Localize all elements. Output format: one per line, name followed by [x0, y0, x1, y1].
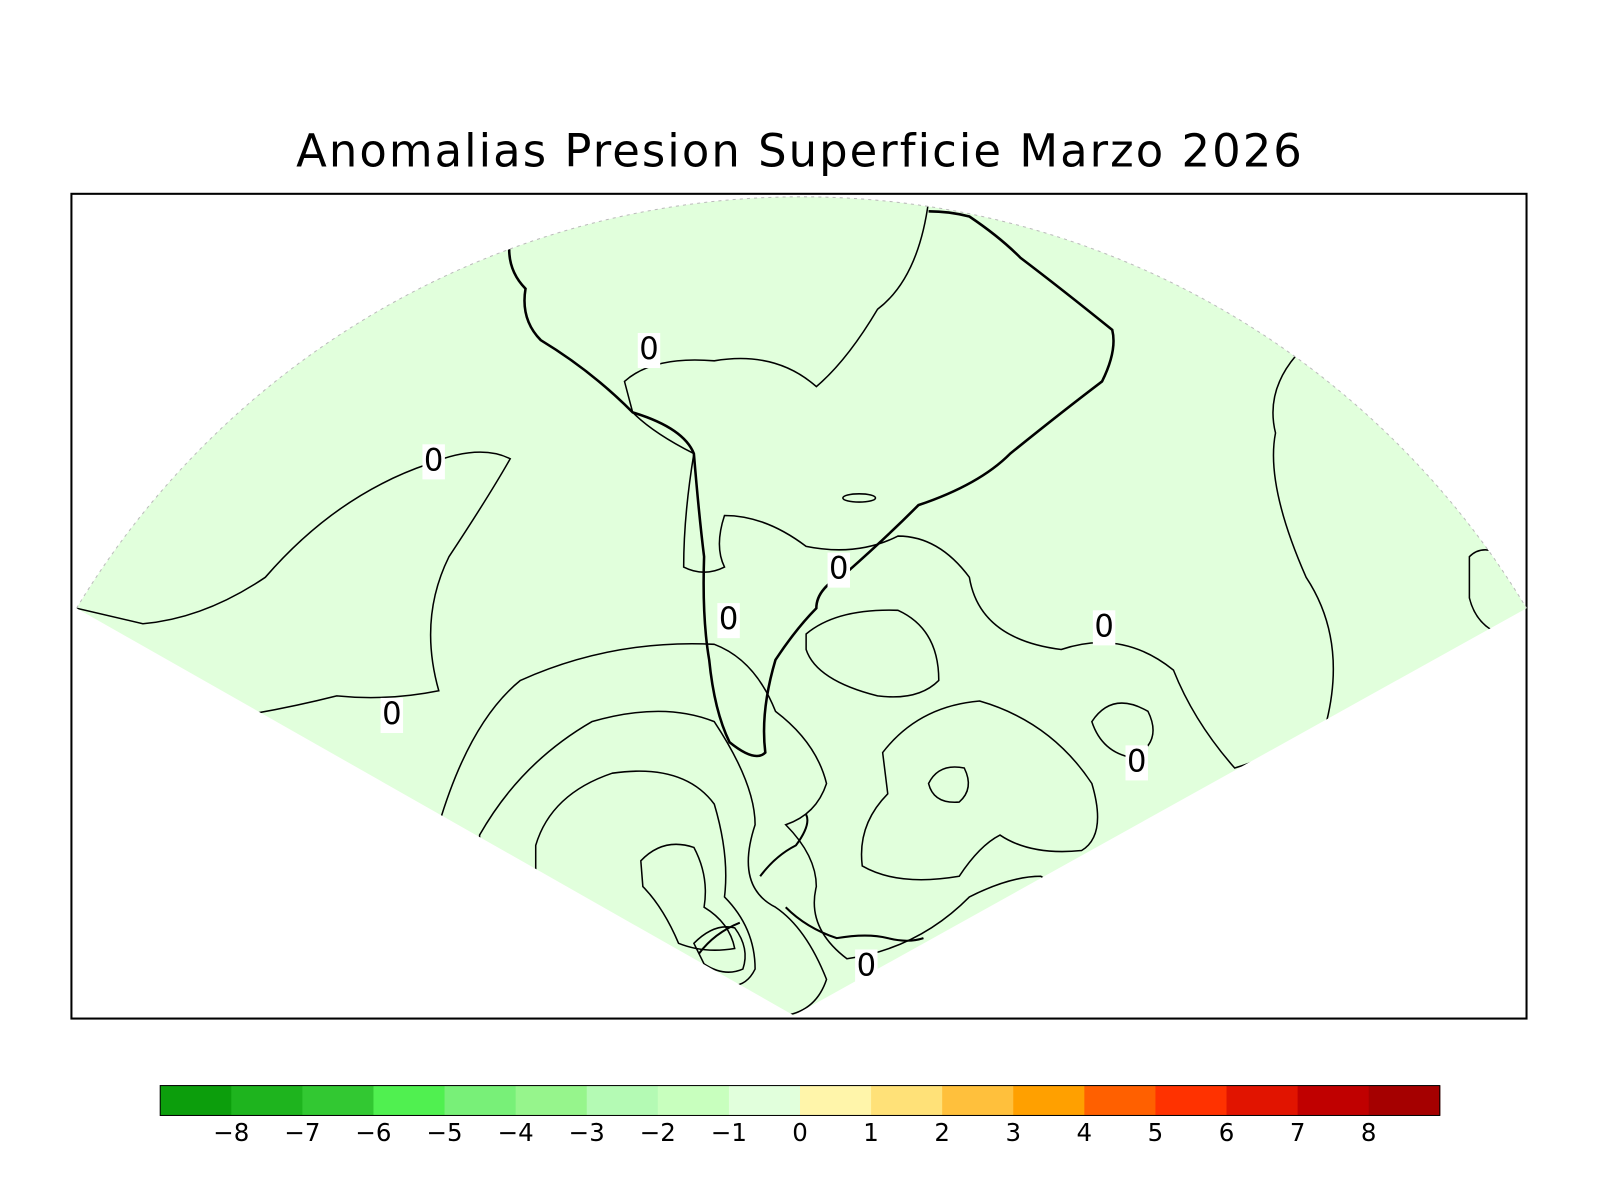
colorbar-swatch [871, 1085, 943, 1116]
colorbar-tick-label: −3 [569, 1118, 605, 1147]
region [76, 451, 512, 723]
colorbar-swatch [1297, 1085, 1370, 1116]
colorbar-swatch [800, 1085, 872, 1116]
colorbar-tick-label: 8 [1361, 1118, 1377, 1147]
colorbar-swatch [1084, 1085, 1156, 1116]
colorbar: −8 −7 −6 −5 −4 −3 −2 −1 0 1 2 3 4 5 6 7 8 [159, 1085, 1441, 1147]
label-bg [380, 697, 404, 733]
region [1468, 549, 1527, 640]
colorbar-swatch [1013, 1085, 1085, 1116]
colorbar-tick-label: 3 [1005, 1118, 1021, 1147]
region [623, 200, 1335, 769]
label-bg [1125, 745, 1148, 781]
colorbar-swatch [942, 1085, 1014, 1116]
colorbar-swatch [444, 1085, 517, 1116]
contour-label: 0 [719, 601, 738, 637]
contour-label: 0 [424, 442, 443, 478]
colorbar-tick-label: 1 [863, 1118, 879, 1147]
colorbar-swatch [586, 1085, 659, 1116]
label-bg [827, 552, 850, 588]
region [927, 766, 970, 803]
colorbar-tick-label: −5 [427, 1118, 463, 1147]
colorbar-tick-label: 2 [934, 1118, 950, 1147]
colorbar-swatch [1226, 1085, 1299, 1116]
colorbar-tick-label: −7 [284, 1118, 320, 1147]
label-bg [855, 949, 878, 985]
colorbar-swatch [231, 1085, 303, 1116]
region [1090, 702, 1154, 759]
colorbar-tick-label: 7 [1290, 1118, 1306, 1147]
contour-label: 0 [1094, 608, 1113, 644]
colorbar-frame [159, 1085, 1441, 1116]
colorbar-tick-label: 0 [792, 1118, 808, 1147]
region [438, 643, 1125, 1016]
antarctic-coast [698, 813, 924, 955]
colorbar-swatch [1368, 1085, 1441, 1116]
contour-label: 0 [1127, 743, 1146, 779]
contour-labels: 0 0 0 0 0 0 0 0 [380, 331, 1148, 985]
colorbar-tick-label: −4 [498, 1118, 534, 1147]
colorbar-tick-label: −1 [711, 1118, 747, 1147]
colorbar-swatch [160, 1085, 232, 1116]
colorbar-tick-label: −8 [213, 1118, 249, 1147]
contour-label: 0 [382, 696, 401, 732]
lake [842, 493, 877, 503]
colorbar-tick-label: 4 [1077, 1118, 1093, 1147]
colorbar-swatch [373, 1085, 446, 1116]
colorbar-swatch [515, 1085, 588, 1116]
label-bg [717, 603, 740, 639]
contour-label: 0 [857, 947, 876, 983]
label-bg [422, 444, 445, 480]
region [692, 926, 746, 973]
colorbar-swatch [302, 1085, 374, 1116]
colorbar-swatch [1155, 1085, 1228, 1116]
colorbar-swatch [657, 1085, 730, 1116]
contour-label: 0 [639, 331, 658, 367]
colorbar-tick-label: −2 [640, 1118, 676, 1147]
outer-edge [76, 196, 1527, 609]
label-bg [637, 332, 661, 369]
colorbar-swatch [728, 1085, 801, 1116]
colorbar-tick-label: −6 [355, 1118, 391, 1147]
region [640, 843, 736, 951]
region [805, 609, 940, 698]
contour-label: 0 [829, 551, 848, 587]
title: Anomalias Presion Superficie Marzo 2026 [296, 124, 1304, 177]
region [860, 700, 1099, 881]
coastline [507, 210, 1115, 758]
colorbar-tick-label: 5 [1148, 1118, 1164, 1147]
colorbar-tick-label: 6 [1219, 1118, 1235, 1147]
label-bg [1092, 610, 1116, 646]
